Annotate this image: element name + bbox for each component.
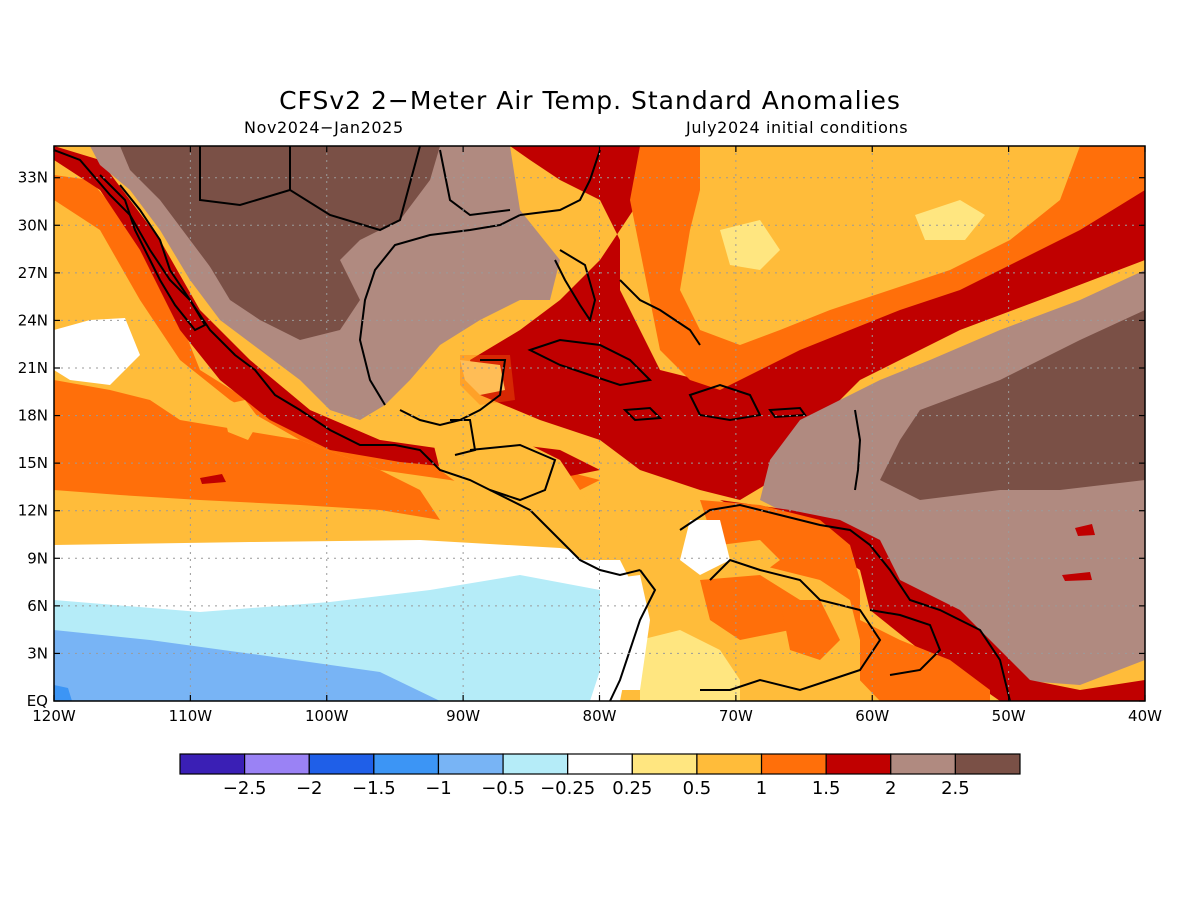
lat-label: EQ: [27, 692, 48, 710]
lat-label: 24N: [18, 311, 48, 329]
colorbar-label: −0.5: [481, 778, 525, 799]
colorbar-swatch: [890, 753, 956, 775]
colorbar-label: −2.5: [223, 778, 267, 799]
colorbar-swatch: [502, 753, 569, 775]
lon-label: 90W: [446, 707, 480, 725]
lon-label: 40W: [1128, 707, 1162, 725]
initial-conditions: July2024 initial conditions: [686, 118, 909, 137]
lat-label: 6N: [27, 597, 48, 615]
colorbar-swatch: [244, 753, 310, 775]
anomaly-field: [54, 146, 1145, 701]
colorbar-label: −0.25: [540, 778, 595, 799]
lat-label: 18N: [18, 407, 48, 425]
colorbar-swatch: [567, 753, 633, 775]
colorbar-label: −2: [296, 778, 323, 799]
forecast-period: Nov2024−Jan2025: [244, 118, 404, 137]
colorbar-label: 2.5: [941, 778, 970, 799]
lon-label: 70W: [719, 707, 753, 725]
colorbar-label: 0.25: [612, 778, 652, 799]
colorbar-swatch: [825, 753, 892, 775]
colorbar-label: 1.5: [812, 778, 841, 799]
colorbar: [179, 753, 1021, 775]
lon-label: 120W: [32, 707, 76, 725]
lon-label: 50W: [992, 707, 1026, 725]
lon-label: 100W: [305, 707, 349, 725]
coastlines: [54, 146, 1011, 701]
colorbar-swatch: [696, 753, 763, 775]
colorbar-label: −1: [425, 778, 452, 799]
lon-label: 80W: [583, 707, 617, 725]
colorbar-swatch: [631, 753, 698, 775]
lat-label: 33N: [18, 169, 48, 187]
colorbar-swatch: [954, 753, 1021, 775]
lon-label: 60W: [855, 707, 889, 725]
axis-ticks: [53, 146, 1146, 702]
colorbar-swatch: [308, 753, 375, 775]
lat-label: 15N: [18, 454, 48, 472]
colorbar-swatch: [373, 753, 440, 775]
lat-label: 21N: [18, 359, 48, 377]
colorbar-swatch: [760, 753, 827, 775]
colorbar-label: 0.5: [683, 778, 712, 799]
lat-label: 27N: [18, 264, 48, 282]
lon-label: 110W: [169, 707, 213, 725]
lat-label: 12N: [18, 502, 48, 520]
colorbar-label: −1.5: [352, 778, 396, 799]
gridlines: [54, 146, 1145, 701]
lat-label: 3N: [27, 644, 48, 662]
colorbar-swatch: [437, 753, 504, 775]
lat-label: 9N: [27, 549, 48, 567]
colorbar-label: 2: [885, 778, 896, 799]
lat-label: 30N: [18, 216, 48, 234]
colorbar-label: 1: [756, 778, 767, 799]
map-title: CFSv2 2−Meter Air Temp. Standard Anomali…: [279, 86, 901, 115]
colorbar-swatch: [179, 753, 246, 775]
